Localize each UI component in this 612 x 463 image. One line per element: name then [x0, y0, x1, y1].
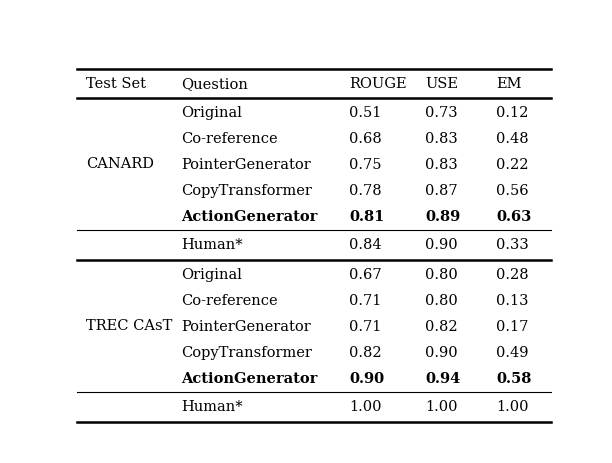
Text: 0.33: 0.33 [496, 238, 529, 252]
Text: 0.83: 0.83 [425, 158, 458, 172]
Text: 0.75: 0.75 [349, 158, 382, 172]
Text: 0.48: 0.48 [496, 132, 529, 146]
Text: 0.89: 0.89 [425, 210, 460, 224]
Text: Question: Question [181, 77, 248, 91]
Text: 1.00: 1.00 [349, 400, 382, 413]
Text: TREC CAsT: TREC CAsT [86, 318, 173, 332]
Text: 0.28: 0.28 [496, 268, 529, 282]
Text: Test Set: Test Set [86, 77, 146, 91]
Text: Human*: Human* [181, 400, 242, 413]
Text: 0.68: 0.68 [349, 132, 382, 146]
Text: 0.49: 0.49 [496, 345, 529, 359]
Text: PointerGenerator: PointerGenerator [181, 319, 311, 333]
Text: Original: Original [181, 106, 242, 120]
Text: 0.71: 0.71 [349, 294, 382, 307]
Text: 0.83: 0.83 [425, 132, 458, 146]
Text: 0.87: 0.87 [425, 184, 458, 198]
Text: 0.81: 0.81 [349, 210, 384, 224]
Text: ActionGenerator: ActionGenerator [181, 371, 317, 386]
Text: 0.63: 0.63 [496, 210, 531, 224]
Text: 0.56: 0.56 [496, 184, 529, 198]
Text: ROUGE: ROUGE [349, 77, 407, 91]
Text: 0.67: 0.67 [349, 268, 382, 282]
Text: CopyTransformer: CopyTransformer [181, 184, 312, 198]
Text: 1.00: 1.00 [496, 400, 529, 413]
Text: 0.13: 0.13 [496, 294, 529, 307]
Text: 0.80: 0.80 [425, 268, 458, 282]
Text: 0.90: 0.90 [425, 345, 458, 359]
Text: PointerGenerator: PointerGenerator [181, 158, 311, 172]
Text: 0.90: 0.90 [349, 371, 384, 386]
Text: CopyTransformer: CopyTransformer [181, 345, 312, 359]
Text: Human*: Human* [181, 238, 242, 252]
Text: 0.94: 0.94 [425, 371, 460, 386]
Text: 0.84: 0.84 [349, 238, 382, 252]
Text: 0.22: 0.22 [496, 158, 529, 172]
Text: 0.82: 0.82 [425, 319, 458, 333]
Text: 0.90: 0.90 [425, 238, 458, 252]
Text: 0.12: 0.12 [496, 106, 529, 120]
Text: Co-reference: Co-reference [181, 132, 277, 146]
Text: 0.73: 0.73 [425, 106, 458, 120]
Text: 0.17: 0.17 [496, 319, 529, 333]
Text: ActionGenerator: ActionGenerator [181, 210, 317, 224]
Text: 0.58: 0.58 [496, 371, 532, 386]
Text: CANARD: CANARD [86, 156, 154, 170]
Text: EM: EM [496, 77, 522, 91]
Text: 0.51: 0.51 [349, 106, 382, 120]
Text: 0.71: 0.71 [349, 319, 382, 333]
Text: USE: USE [425, 77, 458, 91]
Text: 0.78: 0.78 [349, 184, 382, 198]
Text: Original: Original [181, 268, 242, 282]
Text: 0.80: 0.80 [425, 294, 458, 307]
Text: 0.82: 0.82 [349, 345, 382, 359]
Text: 1.00: 1.00 [425, 400, 458, 413]
Text: Co-reference: Co-reference [181, 294, 277, 307]
